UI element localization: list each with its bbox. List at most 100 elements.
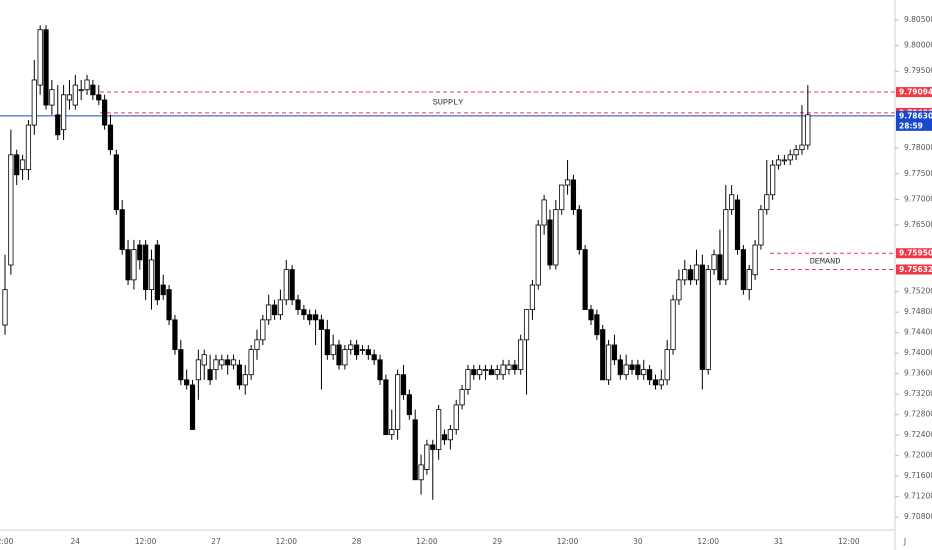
candle-body — [184, 379, 190, 386]
candle-body — [682, 269, 688, 281]
candle-body — [219, 359, 225, 366]
candle-body — [588, 309, 594, 321]
candle-body — [324, 329, 330, 356]
candle-body — [541, 199, 547, 226]
candle-body — [494, 369, 500, 376]
candle-body — [301, 309, 307, 316]
x-tick-label: 24 — [71, 537, 81, 546]
y-tick-label: 9.73200 — [904, 389, 932, 398]
candle-body — [746, 269, 752, 291]
candle-body — [225, 359, 231, 366]
candle-body — [383, 379, 389, 436]
candle-body — [758, 209, 764, 246]
candle-body — [72, 84, 78, 106]
x-tick-label: 12:00 — [697, 537, 719, 546]
candle-body — [793, 149, 799, 156]
candle-body — [506, 364, 512, 370]
candle-body — [711, 254, 717, 271]
candle-body — [717, 254, 723, 281]
candle-body — [342, 349, 348, 366]
candle-body — [529, 284, 536, 310]
candle-body — [582, 249, 588, 310]
candle-body — [49, 89, 55, 106]
candle-body — [412, 419, 418, 481]
candle-body — [312, 314, 319, 321]
candle-body — [799, 144, 805, 151]
candle-body — [365, 349, 371, 356]
candle-body — [430, 444, 436, 450]
candle-body — [236, 364, 242, 386]
candle-body — [500, 364, 506, 376]
candle-body — [693, 264, 700, 281]
candle-body — [113, 154, 119, 211]
candle-body — [617, 359, 623, 376]
candle-body — [295, 299, 301, 310]
candle-body — [55, 114, 61, 136]
candle-body — [248, 349, 254, 376]
y-tick-label: 9.80500 — [904, 15, 932, 24]
candle-body — [723, 209, 729, 281]
price-label: 9.75950 — [899, 249, 932, 258]
candle-body — [547, 219, 553, 266]
x-tick-label: 12:00 — [838, 537, 860, 546]
candle-body — [66, 94, 73, 101]
candle-body — [96, 94, 102, 101]
candle-body — [705, 269, 711, 370]
x-tick-label: 12:00 — [135, 537, 157, 546]
candle-body — [2, 289, 8, 326]
candle-body — [242, 374, 248, 386]
candle-body — [207, 369, 213, 381]
last-price-label: 9.78630 — [899, 111, 932, 120]
candle-body — [559, 184, 565, 211]
candle-body — [230, 359, 237, 366]
candle-body — [348, 344, 354, 350]
candle-body — [78, 89, 84, 92]
candle-body — [25, 124, 32, 171]
y-tick-label: 9.73600 — [904, 369, 932, 378]
candle-body — [283, 269, 289, 301]
candle-body — [553, 209, 559, 266]
candle-body — [406, 394, 412, 416]
candle-body — [453, 404, 459, 430]
candle-body — [570, 179, 577, 211]
x-tick-label: 31 — [774, 537, 784, 546]
candle-body — [307, 314, 313, 321]
candle-body — [482, 369, 489, 371]
last-price-box — [896, 110, 932, 131]
price-label: 9.75632 — [899, 265, 932, 274]
candle-body — [61, 94, 67, 131]
candle-body — [676, 279, 682, 301]
candle-body — [699, 264, 705, 370]
plot-area: SUPPLY DEMAND — [0, 25, 895, 500]
candle-body — [729, 194, 735, 211]
candle-body — [740, 249, 746, 291]
price-label: 9.79094 — [899, 88, 932, 97]
countdown-label: 28:59 — [899, 121, 923, 130]
candle-body — [84, 79, 90, 91]
candle-body — [518, 339, 524, 370]
y-tick-label: 9.80000 — [904, 41, 932, 50]
candle-body — [119, 209, 125, 251]
candle-body — [441, 434, 448, 441]
y-tick-label: 9.71200 — [904, 492, 932, 501]
y-tick-label: 9.77000 — [904, 194, 932, 203]
candle-body — [137, 244, 143, 261]
y-tick-label: 9.72800 — [904, 410, 932, 419]
price-label-box — [896, 264, 932, 275]
x-tick-label: 12:00 — [557, 537, 579, 546]
y-tick-label: 9.78000 — [904, 143, 932, 152]
candle-body — [195, 359, 201, 381]
candle-body — [658, 379, 664, 386]
candle-body — [318, 319, 325, 330]
x-tick-label: 30 — [633, 537, 643, 546]
candle-body — [594, 314, 600, 336]
y-tick-label: 9.72400 — [904, 430, 932, 439]
zone-label: SUPPLY — [433, 98, 464, 108]
y-tick-label: 9.74800 — [904, 307, 932, 316]
y-tick-label: 9.70800 — [904, 512, 932, 521]
candle-body — [102, 99, 108, 126]
y-tick-label: 9.75200 — [904, 287, 932, 296]
candle-body — [148, 259, 155, 291]
candle-body — [623, 364, 629, 376]
candle-body — [459, 389, 465, 406]
